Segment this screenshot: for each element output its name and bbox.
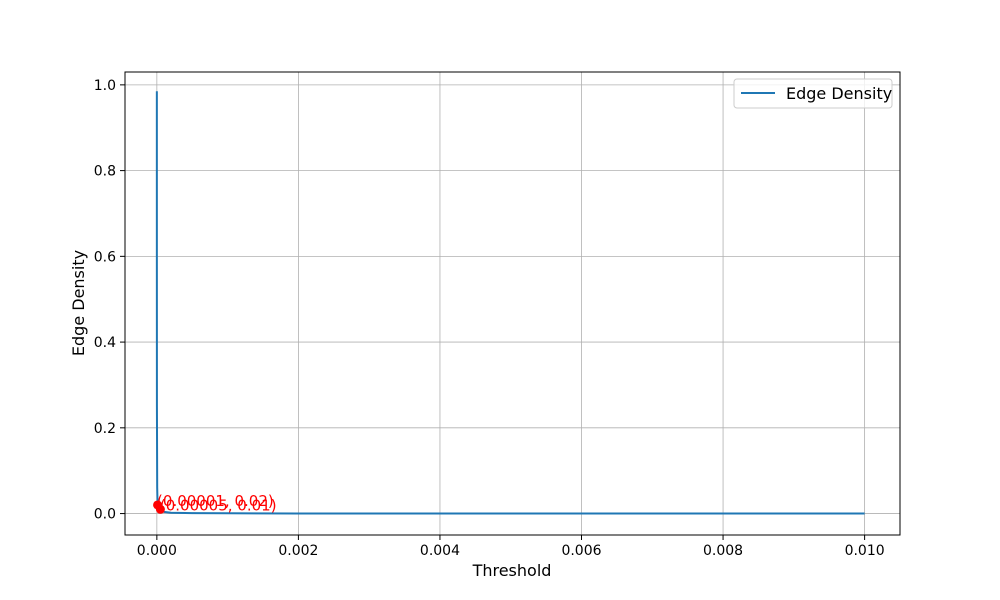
x-tick-label: 0.006 bbox=[561, 543, 601, 559]
series-line-edge-density bbox=[155, 91, 865, 515]
legend-box bbox=[733, 78, 893, 109]
annotation-point bbox=[155, 504, 165, 514]
legend-label-edge-density: Edge Density bbox=[786, 84, 892, 103]
plot-area: (0.00001, 0.02)(0.00005, 0.01) bbox=[124, 71, 901, 536]
plot-background bbox=[125, 72, 900, 535]
x-tick-label: 0.002 bbox=[278, 543, 318, 559]
y-tick-label: 0.4 bbox=[94, 335, 116, 351]
x-axis-label: Threshold bbox=[472, 561, 552, 580]
y-tick-label: 0.6 bbox=[94, 249, 116, 265]
x-tick-label: 0.004 bbox=[420, 543, 460, 559]
y-axis-label: Edge Density bbox=[69, 250, 88, 356]
y-tick-label: 1.0 bbox=[94, 78, 116, 94]
x-tick-label: 0.010 bbox=[845, 543, 885, 559]
annotation-label: (0.00001, 0.02) bbox=[157, 492, 274, 510]
y-tick-label: 0.2 bbox=[94, 421, 116, 437]
annotations: (0.00001, 0.02)(0.00005, 0.01) bbox=[153, 492, 277, 514]
x-tick-label: 0.000 bbox=[137, 543, 177, 559]
series-layer bbox=[155, 91, 865, 515]
y-tick-label: 0.8 bbox=[94, 164, 116, 180]
plot-frame bbox=[124, 71, 901, 536]
y-axis: 0.0 0.2 0.4 0.6 0.8 1.0 bbox=[94, 78, 125, 523]
legend: Edge Density bbox=[733, 78, 893, 109]
y-tick-label: 0.0 bbox=[94, 507, 116, 523]
x-axis: 0.000 0.002 0.004 0.006 0.008 0.010 bbox=[137, 535, 885, 559]
annotation-label: (0.00005, 0.01) bbox=[160, 496, 277, 514]
x-tick-label: 0.008 bbox=[703, 543, 743, 559]
